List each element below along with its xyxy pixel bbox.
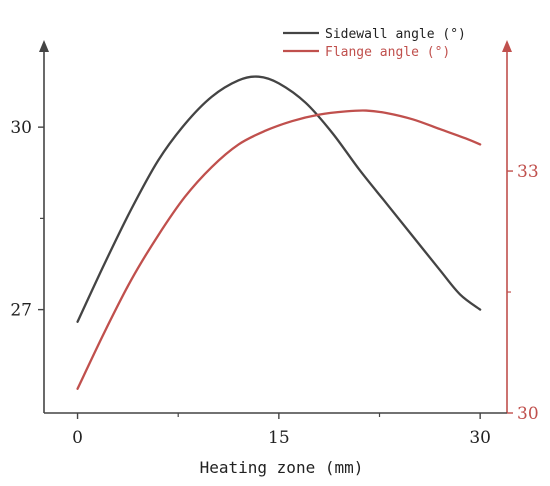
sidewall-angle-line <box>76 75 482 323</box>
legend-label-sidewall: Sidewall angle (°) <box>325 27 466 42</box>
legend: Sidewall angle (°) Flange angle (°) <box>283 27 466 60</box>
x-ticks: 0 15 30 <box>72 413 491 448</box>
legend-label-flange: Flange angle (°) <box>325 45 450 60</box>
x-tick-label: 30 <box>469 428 491 448</box>
x-tick-label: 15 <box>268 428 290 448</box>
right-tick-label: 30 <box>517 404 539 424</box>
left-tick-label: 27 <box>10 301 32 321</box>
x-tick-label: 0 <box>72 428 83 448</box>
left-y-ticks: 27 30 <box>10 118 44 321</box>
right-tick-label: 33 <box>517 162 539 182</box>
right-y-ticks: 30 33 <box>507 162 539 424</box>
flange-angle-line <box>76 109 482 390</box>
left-tick-label: 30 <box>10 118 32 138</box>
right-y-axis-arrow <box>502 40 512 52</box>
left-y-axis: 27 30 <box>10 40 49 413</box>
x-axis-title: Heating zone (mm) <box>200 458 364 477</box>
x-axis: 0 15 30 Heating zone (mm) <box>44 412 507 477</box>
right-y-axis: 30 33 <box>502 40 539 424</box>
series-group <box>76 75 482 390</box>
left-y-axis-arrow <box>39 40 49 52</box>
